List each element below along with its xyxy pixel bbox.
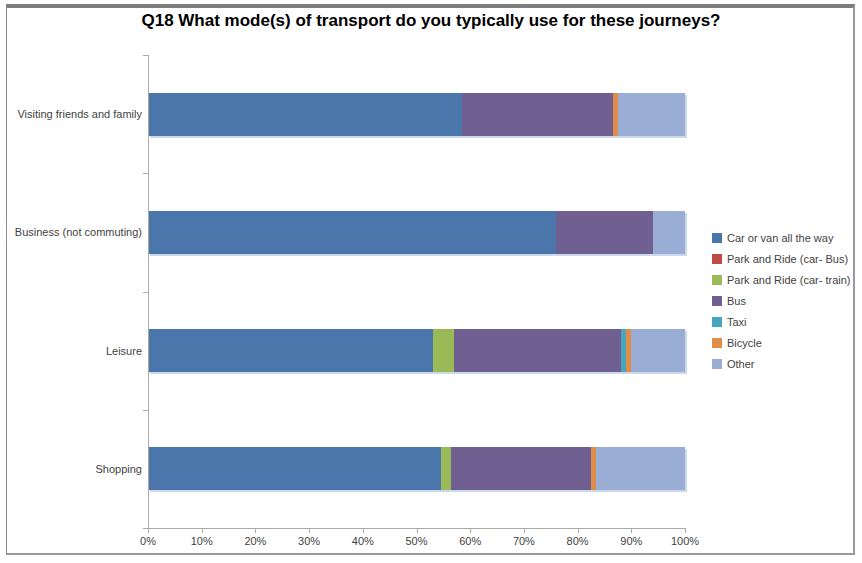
x-axis-tick-mark	[148, 528, 149, 533]
bar-segment	[148, 93, 462, 136]
bar-segment	[148, 447, 441, 490]
x-axis-tick-mark	[524, 528, 525, 533]
legend-item: Car or van all the way	[712, 227, 851, 248]
bar-segment	[462, 93, 612, 136]
category-label: Visiting friends and family	[8, 107, 142, 121]
legend-item: Bicycle	[712, 332, 851, 353]
bar-segment	[148, 211, 556, 254]
x-axis-tick-mark	[631, 528, 632, 533]
y-axis-tick-mark	[143, 528, 148, 529]
x-axis-tick-mark	[363, 528, 364, 533]
legend-label: Park and Ride (car- Bus)	[727, 253, 848, 265]
legend-swatch	[712, 254, 722, 264]
x-axis-tick-label: 0%	[126, 535, 170, 547]
x-axis-tick-label: 40%	[341, 535, 385, 547]
x-axis-tick-mark	[202, 528, 203, 533]
bar-segment	[454, 329, 620, 372]
legend-swatch	[712, 338, 722, 348]
x-axis-tick-label: 10%	[180, 535, 224, 547]
legend: Car or van all the way Park and Ride (car…	[712, 227, 851, 374]
x-axis-tick-label: 50%	[395, 535, 439, 547]
legend-label: Car or van all the way	[727, 232, 833, 244]
legend-swatch	[712, 233, 722, 243]
x-axis-tick-label: 90%	[609, 535, 653, 547]
x-axis-tick-label: 60%	[448, 535, 492, 547]
legend-label: Taxi	[727, 316, 747, 328]
bar-segment	[441, 447, 452, 490]
y-axis-tick-mark	[143, 55, 148, 56]
chart-screenshot: { "chart_data": { "type": "bar", "orient…	[0, 0, 862, 563]
x-axis-tick-label: 30%	[287, 535, 331, 547]
chart-title: Q18 What mode(s) of transport do you typ…	[0, 11, 862, 31]
x-axis-tick-mark	[255, 528, 256, 533]
x-axis-tick-label: 70%	[502, 535, 546, 547]
y-axis-tick-mark	[143, 410, 148, 411]
legend-item: Park and Ride (car- Bus)	[712, 248, 851, 269]
bar-segment	[653, 211, 685, 254]
x-axis-tick-label: 80%	[556, 535, 600, 547]
bar-row	[148, 329, 685, 372]
bar-segment	[433, 329, 454, 372]
legend-swatch	[712, 296, 722, 306]
x-axis-tick-mark	[578, 528, 579, 533]
y-axis-tick-mark	[143, 292, 148, 293]
x-axis-tick-mark	[470, 528, 471, 533]
bar-segment	[631, 329, 685, 372]
legend-label: Other	[727, 358, 755, 370]
legend-label: Bus	[727, 295, 746, 307]
x-axis-tick-label: 100%	[663, 535, 707, 547]
bar-row	[148, 93, 685, 136]
x-axis-tick-label: 20%	[233, 535, 277, 547]
legend-label: Bicycle	[727, 337, 762, 349]
legend-item: Park and Ride (car- train)	[712, 269, 851, 290]
legend-item: Taxi	[712, 311, 851, 332]
legend-item: Other	[712, 353, 851, 374]
legend-item: Bus	[712, 290, 851, 311]
category-label: Leisure	[8, 344, 142, 358]
category-label: Shopping	[8, 462, 142, 476]
legend-label: Park and Ride (car- train)	[727, 274, 851, 286]
category-label: Business (not commuting)	[8, 225, 142, 239]
bar-row	[148, 447, 685, 490]
legend-swatch	[712, 359, 722, 369]
bar-segment	[451, 447, 591, 490]
y-axis-line	[148, 55, 149, 529]
x-axis-tick-mark	[309, 528, 310, 533]
plot-area	[148, 55, 685, 528]
bar-segment	[556, 211, 653, 254]
bar-row	[148, 211, 685, 254]
bar-segment	[148, 329, 433, 372]
y-axis-tick-mark	[143, 173, 148, 174]
x-axis-tick-mark	[685, 528, 686, 533]
legend-swatch	[712, 275, 722, 285]
bar-segment	[618, 93, 685, 136]
bar-segment	[596, 447, 685, 490]
x-axis-tick-mark	[417, 528, 418, 533]
legend-swatch	[712, 317, 722, 327]
